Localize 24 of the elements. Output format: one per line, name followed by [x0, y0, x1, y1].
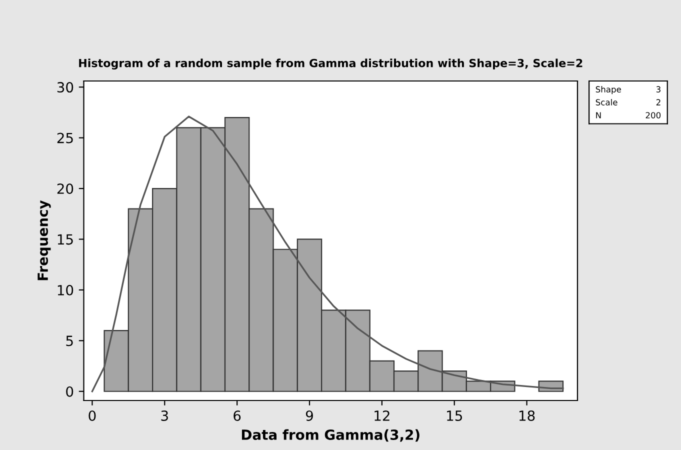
x-axis-title: Data from Gamma(3,2) [242, 429, 420, 442]
text: Shape [596, 86, 621, 94]
text: N [596, 112, 601, 118]
text: 3 [656, 86, 660, 92]
x-tick-label: 3 [161, 410, 168, 421]
y-tick-label: 30 [57, 82, 74, 93]
x-tick-label: 15 [447, 410, 462, 421]
x-tick-label: 18 [519, 410, 535, 421]
y-tick-label: 0 [66, 386, 74, 397]
y-tick-label: 15 [58, 234, 73, 245]
y-tick-label: 25 [57, 132, 73, 144]
text: 2 [656, 99, 660, 106]
x-tick-label: 0 [88, 410, 96, 421]
x-tick-label: 9 [306, 410, 313, 421]
x-tick-label: 12 [374, 410, 390, 421]
line-series [91, 116, 564, 392]
chart-title: Histogram of a random sample from Gamma distribution with Shape=3, Scale=2 [79, 58, 582, 70]
x-tick-label: 6 [234, 410, 241, 421]
y-tick-label: 5 [66, 336, 73, 346]
y-axis-title: Frequency [38, 200, 51, 280]
y-tick-label: 10 [58, 284, 74, 296]
text: 200 [646, 112, 661, 118]
text: Scale [596, 98, 618, 106]
y-tick-label: 20 [57, 183, 74, 194]
